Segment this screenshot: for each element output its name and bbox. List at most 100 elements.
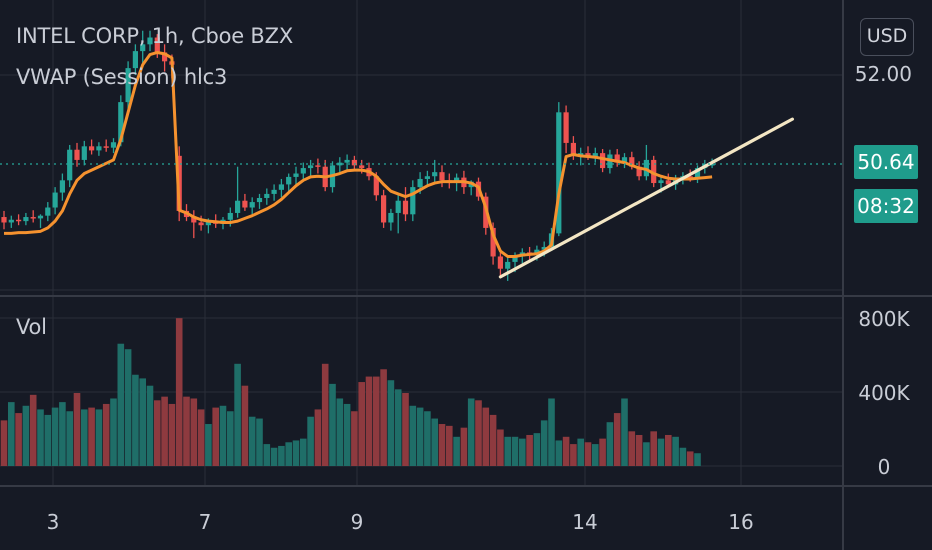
volume-bar xyxy=(197,409,205,466)
candle-body xyxy=(373,176,379,196)
candle-body xyxy=(315,165,321,167)
volume-bar xyxy=(51,407,59,466)
volume-bar xyxy=(270,447,278,466)
volume-bar xyxy=(467,398,475,466)
volume-bar xyxy=(59,402,66,466)
volume-bar xyxy=(124,349,132,466)
volume-bar xyxy=(248,416,256,466)
candle-body xyxy=(227,212,233,220)
volume-bar xyxy=(453,436,460,466)
volume-bar xyxy=(358,382,365,466)
currency-button[interactable]: USD xyxy=(860,18,914,56)
indicator-legend[interactable]: VWAP (Session) hlc3 xyxy=(16,65,228,89)
candle-body xyxy=(103,146,109,148)
volume-bar xyxy=(154,400,161,466)
candle-body xyxy=(541,246,547,250)
volume-bar xyxy=(81,409,88,466)
time-tick-label: 7 xyxy=(199,510,212,534)
candle-body xyxy=(505,261,511,269)
candle-body xyxy=(278,184,284,190)
volume-bar xyxy=(190,398,198,466)
volume-bar xyxy=(504,436,511,466)
candle-body xyxy=(74,149,80,160)
volume-bar xyxy=(300,438,307,466)
volume-legend[interactable]: Vol xyxy=(16,315,47,339)
candle-body xyxy=(191,217,197,223)
volume-bar xyxy=(102,403,110,466)
volume-bar xyxy=(132,374,139,466)
volume-bar xyxy=(497,429,504,466)
volume-bar xyxy=(446,425,453,466)
volume-bar xyxy=(599,438,606,466)
volume-bar xyxy=(168,403,176,466)
trend-line[interactable] xyxy=(498,117,795,279)
volume-bar xyxy=(15,413,22,466)
volume-bar xyxy=(672,436,679,466)
volume-bar xyxy=(424,411,431,466)
volume-bar xyxy=(431,418,438,466)
volume-tick-label: 400K xyxy=(858,381,910,405)
volume-bar xyxy=(679,447,687,466)
volume-bar xyxy=(0,420,8,466)
candle-body xyxy=(424,176,430,179)
candle-body xyxy=(337,162,343,166)
volume-bar xyxy=(519,438,526,466)
candle-body xyxy=(570,142,576,156)
candle-body xyxy=(709,164,715,166)
volume-bar xyxy=(577,438,584,466)
volume-bar xyxy=(351,411,358,466)
volume-tick-label: 800K xyxy=(858,307,910,331)
volume-bar xyxy=(139,378,146,466)
candle-body xyxy=(388,212,394,223)
candle-body xyxy=(162,52,168,62)
candle-body xyxy=(81,146,87,160)
candle-body xyxy=(52,192,58,208)
time-tick-label: 16 xyxy=(728,510,753,534)
candle-body xyxy=(110,142,117,148)
vwap-line xyxy=(4,50,713,258)
candle-body xyxy=(30,217,36,219)
candle-body xyxy=(249,202,255,208)
volume-bar xyxy=(416,407,424,466)
candle-body xyxy=(512,256,518,262)
candle-body xyxy=(300,168,306,174)
volume-bar xyxy=(570,444,577,466)
candle-body xyxy=(235,200,241,213)
candle-body xyxy=(154,37,160,53)
volume-bar xyxy=(489,414,497,466)
volume-bar xyxy=(694,453,701,466)
candle-body xyxy=(96,146,102,151)
candle-body xyxy=(23,217,29,222)
candle-body xyxy=(351,159,357,166)
candle-body xyxy=(59,180,65,193)
volume-bar xyxy=(540,420,548,466)
volume-bar xyxy=(22,405,30,466)
candle-body xyxy=(89,146,95,151)
candle-body xyxy=(658,180,664,184)
volume-bar xyxy=(394,389,402,466)
volume-bars-layer xyxy=(0,318,701,466)
volume-bar xyxy=(88,407,95,466)
candle-body xyxy=(621,157,628,163)
candle-body xyxy=(395,200,401,213)
candle-body xyxy=(651,159,657,184)
volume-bar xyxy=(628,431,636,466)
volume-bar xyxy=(635,434,643,466)
candle-body xyxy=(67,149,73,181)
volume-bar xyxy=(307,416,314,466)
volume-bar xyxy=(95,409,103,466)
volume-bar xyxy=(438,424,446,466)
volume-bar xyxy=(387,380,395,466)
volume-bar xyxy=(183,396,190,466)
volume-bar xyxy=(205,424,212,466)
volume-bar xyxy=(621,398,628,466)
volume-bar xyxy=(321,363,329,466)
time-tick-label: 9 xyxy=(351,510,364,534)
volume-bar xyxy=(613,413,621,466)
symbol-title[interactable]: INTEL CORP, 1h, Cboe BZX xyxy=(16,24,294,48)
volume-bar xyxy=(329,383,336,466)
candle-body xyxy=(381,195,387,223)
candle-body xyxy=(490,227,496,257)
